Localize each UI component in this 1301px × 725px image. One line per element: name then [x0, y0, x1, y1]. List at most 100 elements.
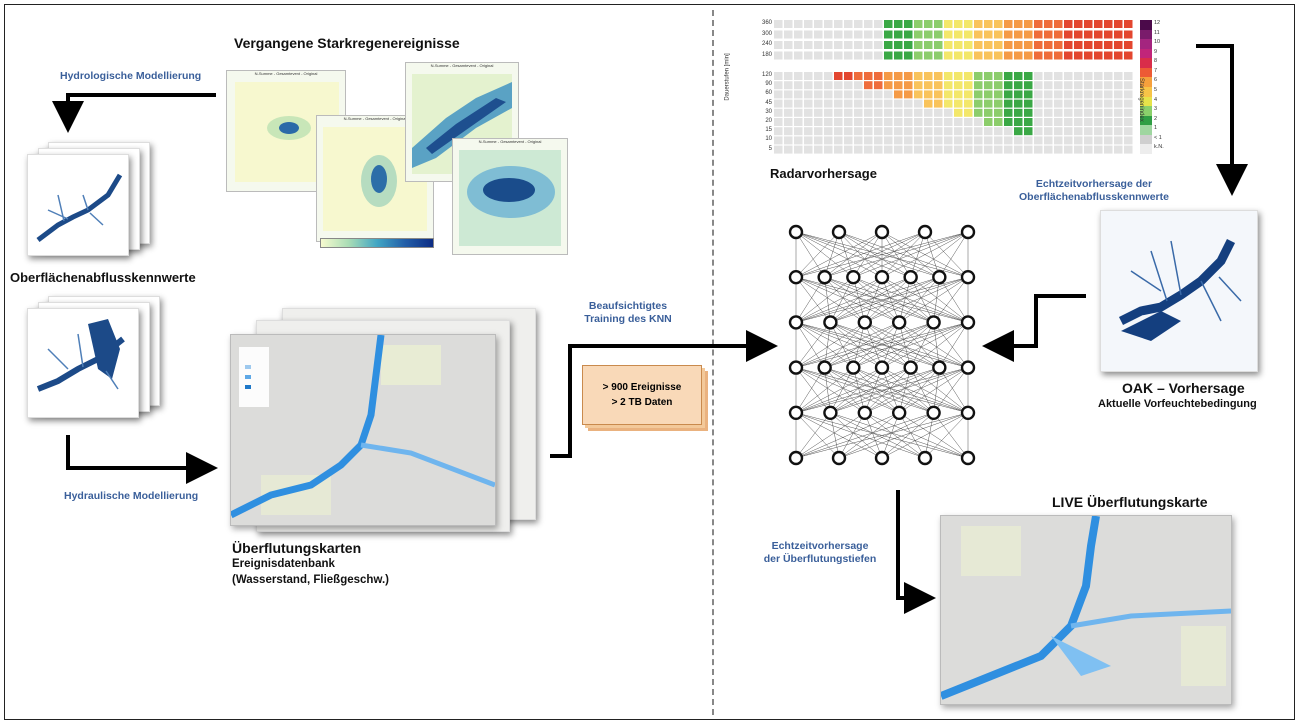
radar-cell	[1044, 145, 1053, 154]
radar-cell	[1084, 81, 1093, 90]
radar-cell	[1114, 90, 1123, 99]
colorbar-tick: 3	[1154, 106, 1158, 113]
radar-cell	[1064, 118, 1073, 126]
radar-cell	[844, 41, 853, 49]
radar-cell	[844, 51, 853, 60]
radar-cell	[874, 90, 883, 99]
radar-cell	[844, 145, 853, 154]
radar-cell	[1094, 51, 1103, 60]
radar-cell	[1104, 145, 1113, 154]
radar-cell	[864, 41, 873, 49]
radar-cell	[884, 81, 893, 90]
live-map-title: LIVE Überflutungskarte	[1052, 494, 1208, 510]
radar-cell	[944, 136, 953, 145]
radar-cell	[874, 127, 883, 136]
radar-cell	[814, 136, 823, 145]
radar-cell	[914, 90, 923, 99]
radar-cell	[834, 118, 843, 126]
radar-cell	[994, 108, 1003, 117]
radar-cell	[1074, 51, 1083, 60]
colorbar-tick: 11	[1154, 29, 1160, 36]
radar-cell	[1004, 145, 1013, 154]
radar-cell	[854, 51, 863, 60]
radar-cell	[964, 127, 973, 136]
hydraulic-modelling-label: Hydraulische Modellierung	[64, 490, 199, 502]
radar-cell	[1074, 136, 1083, 145]
radar-cell	[804, 145, 813, 154]
radar-cell	[974, 145, 983, 154]
radar-cell	[1124, 81, 1133, 90]
radar-cell	[894, 136, 903, 145]
radar-cell	[774, 30, 783, 39]
runoff-network-image	[36, 319, 125, 392]
radar-cell	[1054, 127, 1063, 136]
radar-cell	[894, 99, 903, 108]
radar-cell	[794, 72, 803, 80]
radar-cell	[1004, 99, 1013, 108]
radar-cell	[954, 118, 963, 126]
radar-cell	[774, 81, 783, 90]
flood-maps-title: Überflutungskarten	[232, 540, 362, 556]
radar-cell	[794, 108, 803, 117]
radar-cell	[864, 136, 873, 145]
radar-cell	[1114, 20, 1123, 28]
radar-cell	[974, 99, 983, 108]
radar-cell	[854, 108, 863, 117]
realtime-flood-line1: Echtzeitvorhersage	[771, 540, 869, 552]
colorbar-tick: 7	[1154, 67, 1158, 74]
radar-cell	[924, 41, 933, 49]
colorbar-segment	[1140, 29, 1152, 40]
oak-forecast-card	[1100, 210, 1258, 372]
radar-cell	[924, 51, 933, 60]
radar-cell	[794, 99, 803, 108]
radar-cell	[814, 72, 823, 80]
oak-forecast-title: OAK – Vorhersage	[1122, 380, 1245, 396]
radar-cell	[1064, 145, 1073, 154]
radar-cell	[994, 20, 1003, 28]
radar-cell	[784, 108, 793, 117]
radar-cell	[1044, 51, 1053, 60]
radar-cell	[994, 72, 1003, 80]
radar-cell	[974, 118, 983, 126]
radar-ytick: 20	[765, 118, 772, 124]
realtime-flood-line2: der Überflutungstiefen	[763, 553, 877, 565]
radar-cell	[984, 136, 993, 145]
radar-cell	[1054, 30, 1063, 39]
radar-cell	[814, 41, 823, 49]
radar-cell	[854, 30, 863, 39]
radar-cell	[994, 30, 1003, 39]
radar-cell	[1084, 127, 1093, 136]
radar-cell	[924, 72, 933, 80]
radar-cell	[1084, 99, 1093, 108]
radar-cell	[1024, 41, 1033, 49]
radar-cell	[924, 145, 933, 154]
radar-cell	[844, 118, 853, 126]
radar-cell	[814, 51, 823, 60]
dataset-note: > 900 Ereignisse > 2 TB Daten	[582, 365, 702, 425]
radar-cell	[914, 72, 923, 80]
radar-cell	[1004, 136, 1013, 145]
radar-cell	[904, 20, 913, 28]
radar-cell	[1014, 41, 1023, 49]
radar-cell	[884, 145, 893, 154]
radar-cell	[1034, 136, 1043, 145]
radar-ytick: 120	[761, 72, 772, 78]
radar-cell	[1024, 20, 1033, 28]
radar-cell	[904, 136, 913, 145]
radar-cell	[1114, 118, 1123, 126]
radar-cell	[1004, 72, 1013, 80]
radar-cell	[964, 81, 973, 90]
radar-cell	[784, 41, 793, 49]
radar-cell	[814, 145, 823, 154]
radar-cell	[964, 145, 973, 154]
rainfall-panel-4: N-Summe - Gesamtevent - Original	[452, 138, 568, 255]
radar-cell	[1024, 118, 1033, 126]
radar-cell	[934, 118, 943, 126]
radar-cell	[984, 99, 993, 108]
radar-cell	[774, 51, 783, 60]
radar-cell	[874, 108, 883, 117]
radar-cell	[824, 51, 833, 60]
radar-cell	[834, 145, 843, 154]
radar-cell	[844, 99, 853, 108]
radar-cell	[954, 41, 963, 49]
